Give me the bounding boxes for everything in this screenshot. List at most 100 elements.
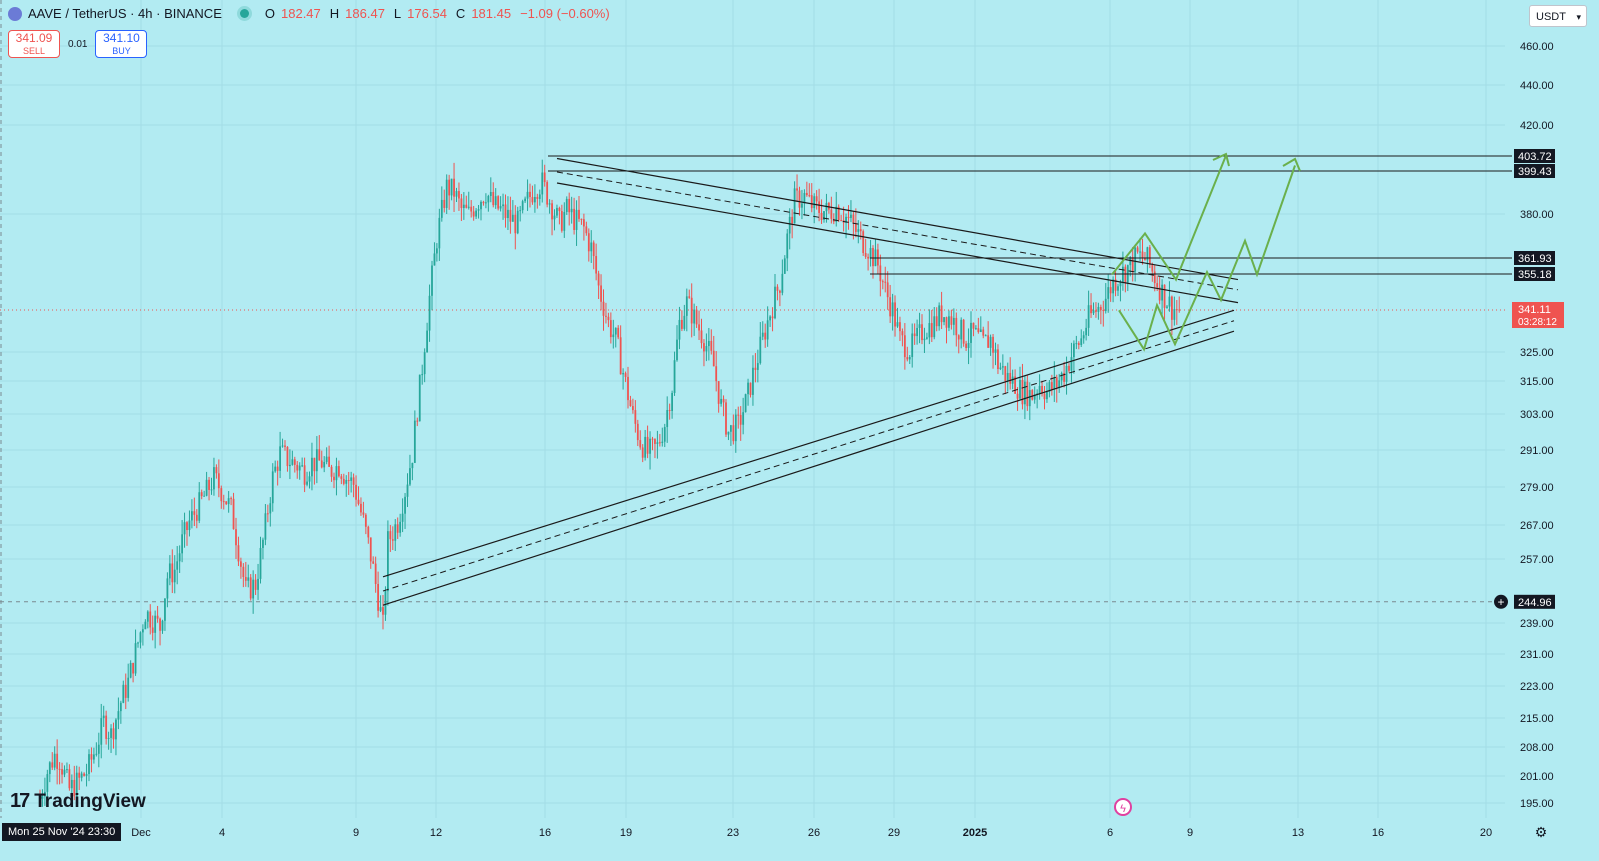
candle-body — [815, 196, 818, 202]
candle-body — [51, 762, 54, 768]
candle-body — [433, 253, 436, 266]
candle-body — [46, 774, 49, 792]
candle-body — [1077, 343, 1080, 345]
candle-body — [1139, 251, 1141, 253]
candle-body — [325, 456, 328, 462]
candle-body — [531, 197, 534, 203]
candle-body — [884, 281, 887, 283]
candle-body — [249, 577, 252, 599]
candle-body — [747, 382, 749, 395]
candle-body — [1104, 298, 1107, 312]
candle-body — [862, 231, 865, 254]
sell-button[interactable]: 341.09 SELL — [8, 30, 60, 58]
candle-body — [649, 438, 651, 454]
buy-button[interactable]: 341.10 BUY — [95, 30, 148, 58]
candle-body — [475, 210, 477, 217]
candle-body — [992, 336, 994, 353]
candle-body — [678, 319, 681, 340]
flash-icon[interactable]: ϟ — [1114, 798, 1132, 816]
candle-body — [374, 563, 377, 584]
candle-body — [1173, 309, 1176, 320]
candle-body — [97, 744, 100, 754]
candle-body — [418, 374, 421, 422]
candle-body — [127, 677, 130, 698]
candle-body — [416, 420, 419, 422]
candle-body — [227, 498, 230, 505]
candle-body — [872, 248, 874, 267]
candle-body — [421, 374, 424, 376]
candle-body — [627, 376, 629, 401]
candle-body — [330, 466, 333, 477]
candle-body — [1006, 372, 1009, 382]
candle-body — [965, 343, 967, 349]
candle-body — [921, 324, 923, 341]
candle-body — [940, 305, 943, 323]
chevron-down-icon: ▾ — [1576, 12, 1581, 22]
candle-body — [970, 322, 972, 343]
x-tick-label: Dec — [131, 827, 151, 839]
candle-body — [467, 206, 470, 208]
candle-body — [1021, 379, 1024, 405]
candle-body — [139, 632, 142, 643]
candle-body — [685, 296, 688, 316]
candle-body — [156, 615, 159, 619]
candle-body — [333, 476, 335, 481]
candle-body — [717, 381, 720, 404]
candle-body — [455, 191, 458, 197]
candle-body — [590, 242, 593, 252]
candle-body — [315, 449, 318, 472]
candle-body — [967, 342, 970, 349]
candle-body — [1141, 251, 1144, 259]
y-tick-label: 315.00 — [1520, 376, 1554, 388]
candle-body — [394, 524, 397, 541]
candle-body — [1031, 390, 1034, 400]
candle-body — [144, 621, 147, 630]
x-tick-label: 16 — [539, 827, 551, 839]
candle-body — [563, 212, 566, 231]
candle-body — [318, 449, 321, 461]
candle-body — [252, 579, 255, 599]
candle-body — [766, 320, 769, 340]
candle-body — [83, 773, 85, 776]
candle-body — [725, 402, 727, 435]
candle-body — [867, 256, 869, 259]
candle-body — [284, 445, 286, 447]
candle-body — [1041, 385, 1043, 394]
candle-body — [391, 539, 394, 541]
candle-body — [203, 495, 206, 497]
candle-body — [538, 194, 541, 199]
currency-select[interactable]: USDT ▾ — [1529, 5, 1587, 27]
candle-body — [519, 210, 522, 212]
symbol-title[interactable]: AAVE / TetherUS · 4h · BINANCE — [28, 6, 222, 21]
candle-body — [492, 192, 495, 206]
candle-body — [734, 414, 737, 442]
tradingview-logo[interactable]: 17 TradingView — [10, 790, 146, 813]
candle-body — [791, 216, 794, 224]
x-tick-label: 26 — [808, 827, 820, 839]
y-tick-label: 460.00 — [1520, 41, 1554, 53]
candle-body — [681, 319, 683, 329]
candle-body — [323, 461, 326, 468]
candle-body — [690, 297, 693, 324]
candle-body — [70, 779, 73, 789]
candle-body — [1114, 279, 1117, 291]
candle-body — [230, 498, 232, 500]
close-value: 181.45 — [471, 6, 512, 21]
candle-body — [957, 335, 960, 340]
close-label: C — [455, 6, 466, 21]
candle-body — [546, 182, 549, 205]
candle-body — [237, 545, 240, 562]
candle-body — [935, 316, 938, 327]
candle-body — [580, 218, 583, 220]
candle-body — [641, 447, 644, 458]
candle-body — [749, 382, 752, 395]
candle-body — [320, 460, 323, 468]
y-tick-label: 303.00 — [1520, 409, 1554, 421]
gear-icon[interactable]: ⚙ — [1534, 824, 1548, 840]
candle-body — [605, 315, 607, 317]
candle-body — [962, 319, 965, 344]
candle-body — [80, 773, 83, 778]
candle-body — [781, 273, 784, 293]
candle-body — [656, 442, 659, 444]
